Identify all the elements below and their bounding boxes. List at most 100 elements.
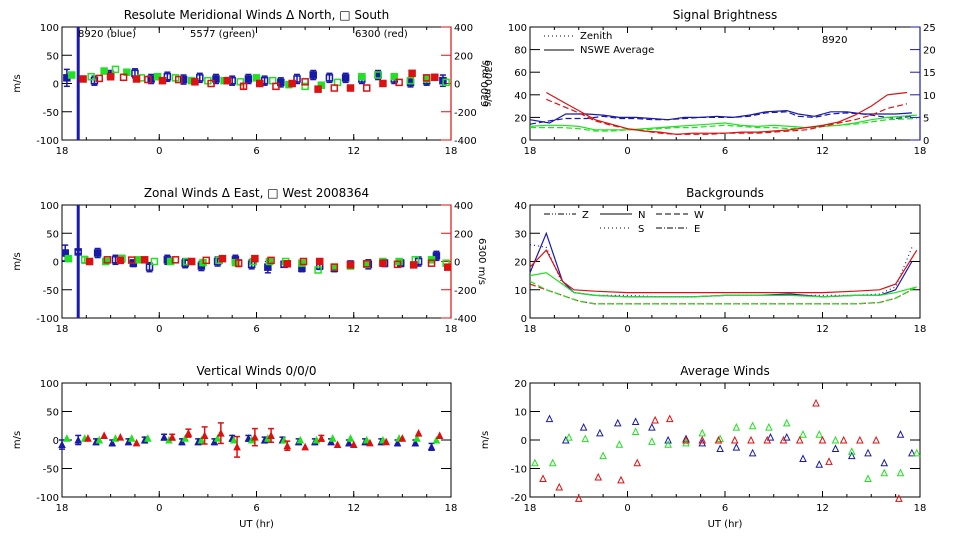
data-point-triangle xyxy=(596,428,604,437)
x-tick-label: 18 xyxy=(524,324,537,335)
data-point-triangle xyxy=(267,431,275,439)
data-point-triangle xyxy=(831,435,840,444)
y2-tick-label: 200 xyxy=(454,229,473,240)
data-point-square xyxy=(406,78,415,87)
data-point-square xyxy=(293,75,301,83)
series-line xyxy=(529,249,918,294)
data-point-triangle xyxy=(880,468,889,477)
x-tick-label: 18 xyxy=(445,146,458,157)
data-point-triangle xyxy=(779,435,788,444)
series-6300 xyxy=(539,398,903,502)
data-point-square xyxy=(379,259,387,267)
data-point-square xyxy=(379,79,387,88)
data-point-square xyxy=(119,73,128,82)
chart-title: Signal Brightness xyxy=(673,8,778,22)
data-point-square xyxy=(85,257,94,266)
data-point-triangle xyxy=(435,431,444,439)
x-tick-label: 18 xyxy=(524,146,537,157)
data-point-square xyxy=(134,256,142,264)
annotation-label: 5577 (green) xyxy=(190,29,255,40)
data-point-triangle xyxy=(100,431,108,439)
data-point-triangle xyxy=(168,433,177,441)
annotation-label: 8920 (blue) xyxy=(78,29,136,40)
data-point-triangle xyxy=(815,430,824,438)
y2-tick-label: 400 xyxy=(454,201,473,212)
y2-axis-label: 6300 m/s xyxy=(476,238,487,285)
data-point-square xyxy=(239,82,248,91)
data-point-triangle xyxy=(716,434,724,443)
data-point-triangle xyxy=(748,448,757,457)
legend-label: NSWE Average xyxy=(580,45,654,56)
data-point-triangle xyxy=(831,444,840,453)
data-point-triangle xyxy=(108,438,117,447)
data-point-square xyxy=(298,259,306,267)
y-axis-label: m/s xyxy=(480,431,491,449)
data-point-square xyxy=(301,78,309,86)
data-point-square xyxy=(79,75,87,83)
data-point-square xyxy=(223,76,232,85)
plot-frame xyxy=(529,204,921,319)
y2-tick-label: 10 xyxy=(923,91,936,102)
data-point-triangle xyxy=(427,442,436,451)
y-tick-label: 20 xyxy=(514,113,527,124)
y-tick-label: 0 xyxy=(53,436,59,447)
y-tick-label: -10 xyxy=(511,465,527,476)
data-point-triangle xyxy=(301,442,309,451)
x-tick-label: 18 xyxy=(914,503,927,514)
data-point-square xyxy=(95,74,104,83)
data-point-square xyxy=(179,75,188,84)
x-tick-label: 12 xyxy=(816,146,829,157)
series-6300-n xyxy=(529,249,918,294)
data-point-square xyxy=(103,256,112,264)
series-line xyxy=(529,244,913,298)
data-point-triangle xyxy=(366,438,374,447)
data-point-square xyxy=(116,256,125,265)
data-point-triangle xyxy=(531,458,539,467)
data-point-square xyxy=(315,257,324,266)
data-point-triangle xyxy=(283,441,292,450)
data-point-triangle xyxy=(251,433,259,441)
series-6300 xyxy=(79,69,439,93)
data-point-triangle xyxy=(615,440,624,448)
wavelength-annotation: 8920 xyxy=(822,35,847,46)
y2-tick-label: -200 xyxy=(454,108,477,119)
y2-tick-label: 20 xyxy=(923,46,936,57)
y2-tick-label: -400 xyxy=(454,314,477,325)
data-point-square xyxy=(301,82,309,91)
y-tick-label: 0 xyxy=(53,80,59,91)
y-axis-label: m/s xyxy=(12,431,23,449)
data-point-square xyxy=(144,75,152,84)
data-point-square xyxy=(390,72,399,81)
y-axis-label: m/s xyxy=(12,252,23,270)
x-tick-label: 0 xyxy=(624,503,630,514)
data-point-triangle xyxy=(382,437,390,446)
series-line xyxy=(529,231,913,298)
x-tick-label: 6 xyxy=(722,503,728,514)
data-point-square xyxy=(207,79,215,88)
data-point-triangle xyxy=(839,435,848,444)
y2-axis-label: 6300 m/s xyxy=(482,60,493,107)
data-point-triangle xyxy=(411,438,420,447)
series-line xyxy=(530,117,917,132)
y-tick-label: 60 xyxy=(514,68,527,79)
series-5577-w xyxy=(529,280,918,305)
series-line xyxy=(529,272,917,298)
data-point-square xyxy=(374,71,382,79)
x-tick-label: 18 xyxy=(56,503,69,514)
y2-tick-label: 0 xyxy=(923,136,929,147)
series-8920-n xyxy=(529,231,913,298)
data-point-square xyxy=(106,72,115,81)
data-point-square xyxy=(102,257,110,266)
data-point-triangle xyxy=(581,434,590,443)
data-point-square xyxy=(362,84,371,92)
data-point-triangle xyxy=(648,437,656,445)
x-tick-label: 6 xyxy=(722,324,728,335)
data-point-triangle xyxy=(908,448,916,457)
data-point-triangle xyxy=(631,417,640,425)
x-tick-label: 6 xyxy=(253,324,259,335)
series-6300 xyxy=(84,422,444,458)
y2-tick-label: 400 xyxy=(454,23,473,34)
data-point-square xyxy=(150,257,159,266)
data-point-triangle xyxy=(565,433,573,441)
